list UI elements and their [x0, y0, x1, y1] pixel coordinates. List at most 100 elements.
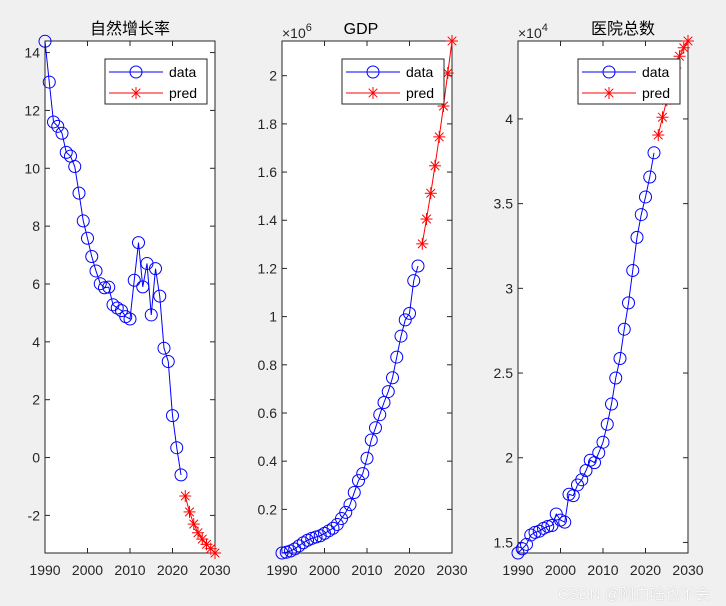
- data-point: [98, 281, 111, 295]
- pred-point: [603, 87, 615, 99]
- pred-line: [421, 40, 453, 244]
- pred-point: [130, 87, 142, 99]
- subplot-3: 医院总数 ×104 1990 2000 2010 2020 2030 1.5 2 2.5 3 3.5 4…: [494, 20, 704, 578]
- x-tick-label: 2000: [72, 562, 103, 578]
- asterisk-stroke: [184, 507, 195, 517]
- exponent-label: ×104: [518, 22, 548, 41]
- data-point: [394, 329, 408, 343]
- y-tick-label: 3.5: [494, 196, 514, 212]
- data-line: [281, 265, 419, 554]
- y-tick-label: 0.4: [258, 453, 278, 469]
- y-tick-label: 1.4: [258, 212, 278, 228]
- legend: data pred: [341, 58, 445, 105]
- data-point: [381, 385, 395, 399]
- x-tick-label: 2000: [309, 562, 340, 578]
- y-tick-label: 1.6: [258, 164, 278, 180]
- x-tick-label: 2020: [394, 562, 425, 578]
- pred-point: [652, 129, 665, 142]
- data-point: [373, 408, 387, 422]
- data-point: [398, 313, 412, 327]
- data-point: [643, 170, 657, 184]
- asterisk-stroke: [189, 519, 199, 529]
- data-line: [44, 41, 182, 475]
- x-tick-label: 2010: [587, 562, 618, 578]
- asterisk-stroke: [443, 68, 453, 78]
- y-tick-label: -2: [28, 507, 41, 523]
- data-point: [520, 537, 533, 551]
- data-point: [123, 312, 137, 326]
- asterisk-stroke: [417, 239, 427, 249]
- x-tick-label: 2020: [630, 562, 661, 578]
- data-point: [343, 498, 357, 512]
- x-tick-label: 1990: [502, 562, 533, 578]
- plot-area: [275, 35, 458, 560]
- y-tick-label: 2: [505, 450, 513, 466]
- data-point: [630, 230, 644, 244]
- data-point: [55, 126, 69, 140]
- y-tick-label: 2.5: [494, 365, 514, 381]
- data-point: [59, 145, 73, 159]
- data-point: [366, 65, 380, 79]
- asterisk-stroke: [193, 528, 203, 538]
- data-point: [72, 186, 86, 200]
- legend: data pred: [577, 58, 681, 105]
- data-point: [102, 280, 116, 294]
- watermark: CSDN @阿白啥也不会: [558, 586, 710, 603]
- legend: data pred: [104, 58, 208, 105]
- data-point: [360, 451, 374, 465]
- asterisk-stroke: [438, 101, 449, 111]
- x-tick-label: 1990: [29, 562, 60, 578]
- data-point: [89, 264, 103, 278]
- x-tick-label: 2010: [114, 562, 145, 578]
- data-point: [81, 231, 94, 245]
- y-tick-label: 12: [24, 102, 40, 118]
- data-point: [166, 409, 179, 423]
- data-point: [575, 473, 589, 487]
- subplot-2: GDP ×106 1990 2000 2010 2020 2030 0.2 0.4 0.6 0.8 1…: [258, 21, 468, 578]
- x-tick-label: 1990: [266, 562, 297, 578]
- data-point: [129, 65, 143, 79]
- data-point: [93, 277, 107, 291]
- y-tick-label: 0.6: [258, 405, 278, 421]
- y-tick-label: 4: [32, 334, 40, 350]
- data-point: [515, 542, 529, 556]
- pred-point: [416, 237, 429, 250]
- data-point: [288, 542, 302, 556]
- data-point: [609, 371, 623, 385]
- asterisk-stroke: [180, 491, 190, 501]
- y-tick-label: 2: [269, 68, 277, 84]
- data-point: [275, 546, 289, 560]
- asterisk-stroke: [679, 43, 689, 53]
- pred-point: [192, 526, 204, 539]
- pred-point: [677, 41, 690, 54]
- data-point: [161, 355, 175, 369]
- data-point: [110, 301, 124, 315]
- data-point: [157, 341, 171, 355]
- legend-label-pred: pred: [169, 85, 197, 101]
- data-point: [76, 214, 90, 228]
- y-tick-label: 0.2: [258, 501, 278, 517]
- x-tick-label: 2020: [157, 562, 188, 578]
- y-tick-label: 2: [32, 392, 40, 408]
- axes-box: [44, 40, 216, 554]
- pred-point: [682, 35, 694, 47]
- asterisk-stroke: [368, 88, 378, 98]
- pred-point: [187, 518, 200, 531]
- y-tick-label: 8: [32, 218, 40, 234]
- data-point: [403, 306, 416, 320]
- data-point: [153, 289, 167, 303]
- data-point: [647, 146, 661, 160]
- data-point: [386, 371, 399, 385]
- data-point: [369, 421, 382, 435]
- data-point: [532, 524, 546, 538]
- legend-box: [104, 58, 208, 105]
- y-tick-label: 0: [32, 450, 40, 466]
- data-point: [132, 236, 145, 250]
- asterisk-stroke: [131, 88, 141, 98]
- asterisk-stroke: [447, 36, 457, 46]
- data-point: [85, 250, 99, 264]
- data-point: [339, 505, 353, 519]
- data-point: [613, 351, 627, 365]
- x-tick-label: 2030: [436, 562, 467, 578]
